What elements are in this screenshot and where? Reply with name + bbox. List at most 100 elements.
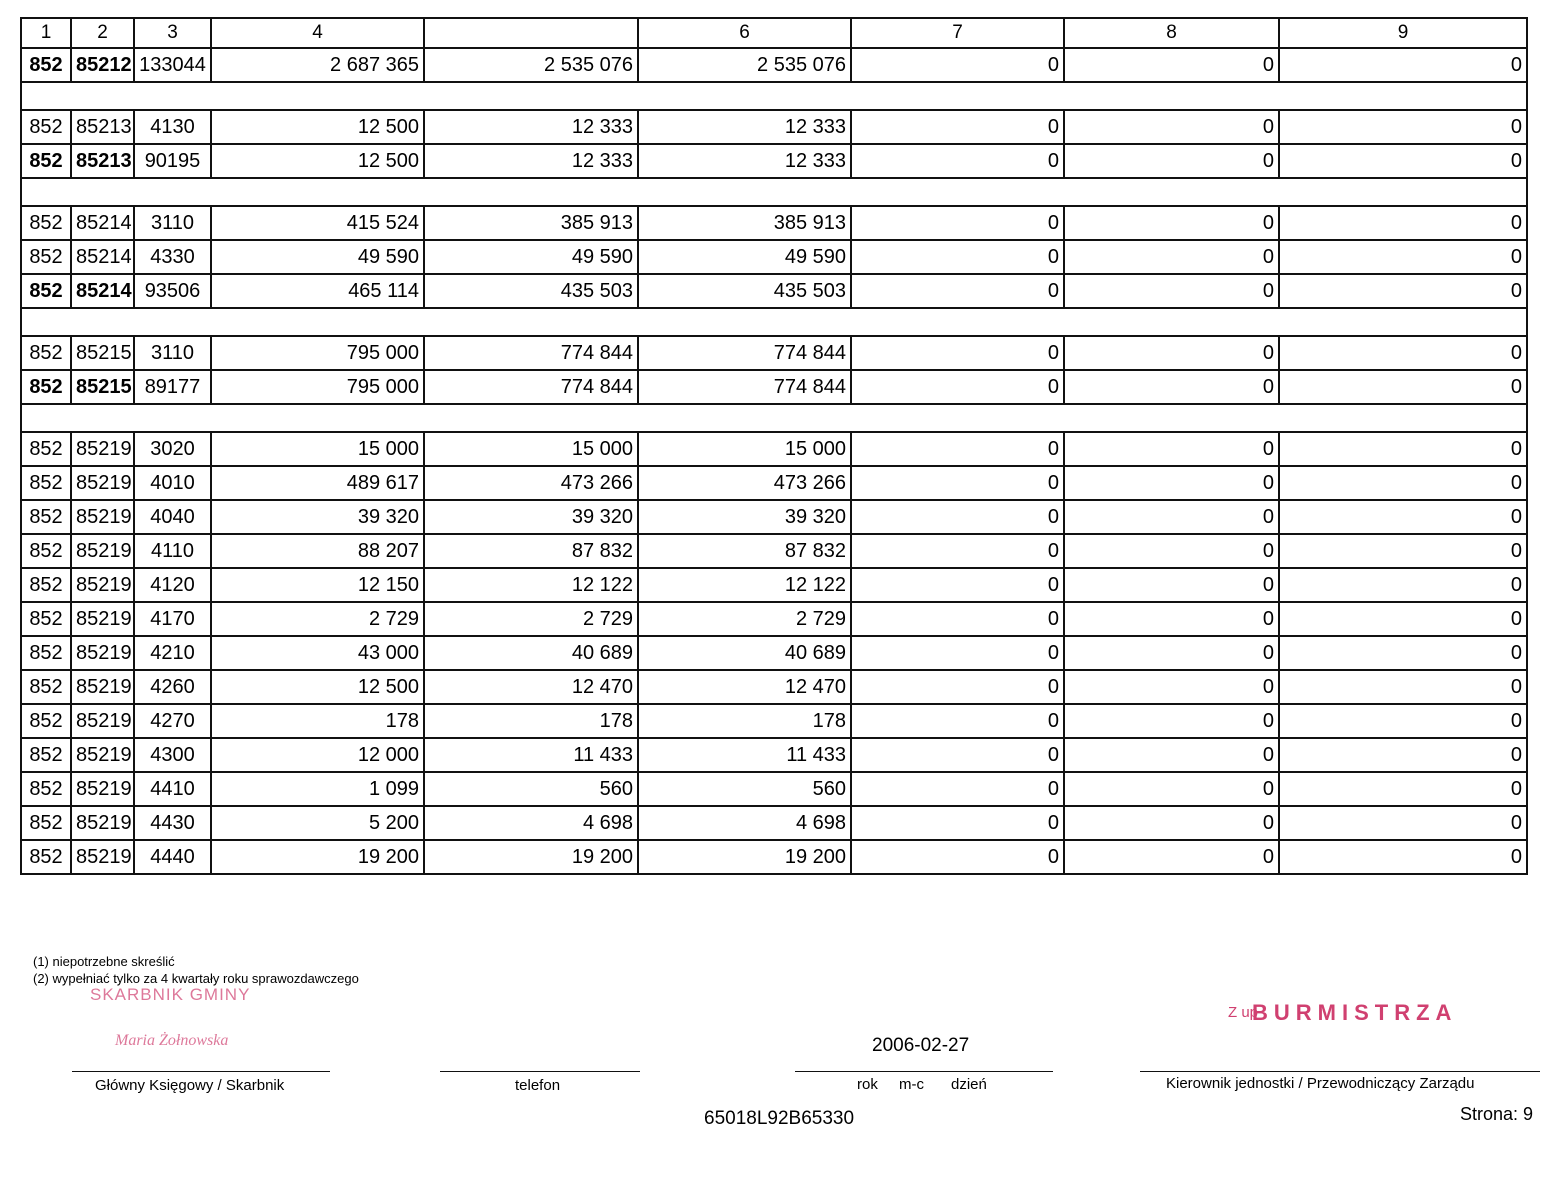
- cell: 0: [850, 109, 1065, 145]
- cell: 85219: [70, 839, 135, 875]
- cell: 19 200: [423, 839, 639, 875]
- cell: 0: [850, 273, 1065, 309]
- cell: 852: [20, 205, 72, 241]
- data-row: 852 85219 4110 88 207 87 832 87 832 0 0 0: [20, 533, 1528, 569]
- cell: 12 333: [423, 109, 639, 145]
- cell: 178: [637, 703, 852, 739]
- cell: 0: [850, 567, 1065, 603]
- cell: 85219: [70, 805, 135, 841]
- data-row: 852 85219 4430 5 200 4 698 4 698 0 0 0: [20, 805, 1528, 841]
- cell: 2 535 076: [423, 47, 639, 83]
- footnote: (1) niepotrzebne skreślić: [33, 954, 175, 969]
- cell: 85214: [70, 239, 135, 275]
- cell: 4120: [133, 567, 212, 603]
- budget-table: 1 2 3 4 6 7 8 9 852 85212 133044 2 687 365 2 535 076…: [20, 17, 1528, 875]
- cell: 0: [850, 771, 1065, 807]
- cell: 560: [423, 771, 639, 807]
- cell: 852: [20, 601, 72, 637]
- cell: 0: [1063, 771, 1280, 807]
- cell: 0: [1063, 669, 1280, 705]
- cell: 4 698: [637, 805, 852, 841]
- cell: 4130: [133, 109, 212, 145]
- cell: 15 000: [210, 431, 425, 467]
- cell: 0: [1063, 205, 1280, 241]
- cell: 15 000: [637, 431, 852, 467]
- cell: 4270: [133, 703, 212, 739]
- signature-label: Główny Księgowy / Skarbnik: [95, 1077, 285, 1094]
- data-row: 852 85215 3110 795 000 774 844 774 844 0 0 0: [20, 335, 1528, 371]
- cell: 89177: [133, 369, 212, 405]
- cell: 385 913: [423, 205, 639, 241]
- cell: 40 689: [423, 635, 639, 671]
- cell: 0: [1278, 737, 1528, 773]
- cell: 0: [1278, 369, 1528, 405]
- cell: 473 266: [423, 465, 639, 501]
- cell: 852: [20, 669, 72, 705]
- cell: 12 122: [637, 567, 852, 603]
- cell: 435 503: [637, 273, 852, 309]
- header-cell: 1: [20, 17, 72, 49]
- cell: 0: [1278, 771, 1528, 807]
- cell: 12 150: [210, 567, 425, 603]
- cell: 93506: [133, 273, 212, 309]
- cell: 4260: [133, 669, 212, 705]
- data-row: 852 85213 4130 12 500 12 333 12 333 0 0 0: [20, 109, 1528, 145]
- cell: 0: [1278, 839, 1528, 875]
- cell: 4440: [133, 839, 212, 875]
- cell: 0: [850, 805, 1065, 841]
- cell: 852: [20, 499, 72, 535]
- data-row: 852 85214 4330 49 590 49 590 49 590 0 0 0: [20, 239, 1528, 275]
- cell: 0: [1063, 737, 1280, 773]
- cell: 12 500: [210, 669, 425, 705]
- cell: 85219: [70, 499, 135, 535]
- cell: 435 503: [423, 273, 639, 309]
- cell: 4010: [133, 465, 212, 501]
- cell: 0: [1278, 703, 1528, 739]
- cell: 0: [1063, 805, 1280, 841]
- cell: 85219: [70, 465, 135, 501]
- cell: 4040: [133, 499, 212, 535]
- separator-cell: [20, 177, 1528, 207]
- stamp: Z up: [1228, 1004, 1259, 1021]
- data-row: 852 85219 3020 15 000 15 000 15 000 0 0 0: [20, 431, 1528, 467]
- cell: 49 590: [637, 239, 852, 275]
- cell: 15 000: [423, 431, 639, 467]
- cell: 12 000: [210, 737, 425, 773]
- cell: 85215: [70, 335, 135, 371]
- cell: 4210: [133, 635, 212, 671]
- cell: 0: [850, 47, 1065, 83]
- cell: 0: [850, 143, 1065, 179]
- cell: 473 266: [637, 465, 852, 501]
- total-row: 852 85213 90195 12 500 12 333 12 333 0 0 0: [20, 143, 1528, 179]
- cell: 852: [20, 273, 72, 309]
- cell: 85219: [70, 669, 135, 705]
- cell: 4300: [133, 737, 212, 773]
- stamp: SKARBNIK GMINY: [90, 985, 251, 1004]
- cell: 465 114: [210, 273, 425, 309]
- cell: 852: [20, 465, 72, 501]
- cell: 2 535 076: [637, 47, 852, 83]
- data-row: 852 85219 4300 12 000 11 433 11 433 0 0 0: [20, 737, 1528, 773]
- cell: 12 470: [423, 669, 639, 705]
- cell: 0: [850, 335, 1065, 371]
- cell: 133044: [133, 47, 212, 83]
- cell: 85219: [70, 601, 135, 637]
- cell: 12 333: [423, 143, 639, 179]
- cell: 85219: [70, 431, 135, 467]
- signature-label: Kierownik jednostki / Przewodniczący Zar…: [1166, 1075, 1475, 1092]
- cell: 0: [1063, 431, 1280, 467]
- cell: 0: [1063, 369, 1280, 405]
- total-row: 852 85212 133044 2 687 365 2 535 076 2 535 07…: [20, 47, 1528, 83]
- cell: 2 729: [637, 601, 852, 637]
- separator-row: [20, 403, 1528, 433]
- data-row: 852 85219 4270 178 178 178 0 0 0: [20, 703, 1528, 739]
- cell: 49 590: [423, 239, 639, 275]
- cell: 0: [1278, 143, 1528, 179]
- cell: 85219: [70, 737, 135, 773]
- cell: 852: [20, 335, 72, 371]
- cell: 795 000: [210, 369, 425, 405]
- cell: 852: [20, 737, 72, 773]
- cell: 852: [20, 635, 72, 671]
- cell: 489 617: [210, 465, 425, 501]
- cell: 12 333: [637, 143, 852, 179]
